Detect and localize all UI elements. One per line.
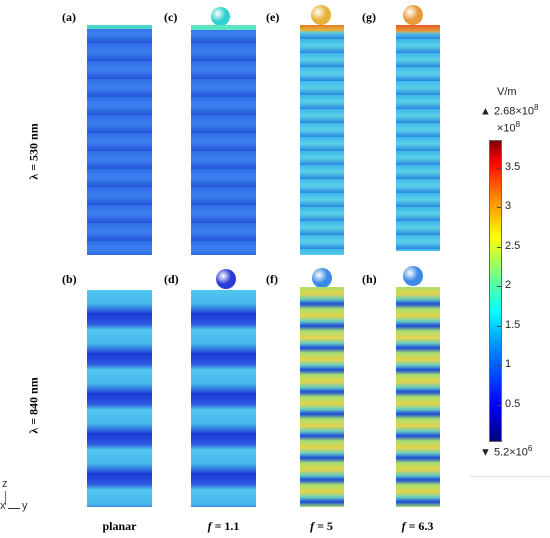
field-map-b bbox=[87, 290, 152, 507]
axis-y-label: y bbox=[22, 500, 28, 512]
field-map-d bbox=[191, 290, 256, 507]
colorbar-tick-label: 2.5 bbox=[505, 239, 521, 252]
colorbar-tick-mark bbox=[497, 325, 501, 327]
col-label-planar: planar bbox=[102, 519, 137, 533]
colorbar-tick-label: 1.5 bbox=[505, 318, 521, 331]
colorbar-max: ▲ 2.68×108 bbox=[480, 103, 539, 118]
colorbar-tick-label: 0.5 bbox=[505, 397, 521, 410]
panel-label-e: (e) bbox=[266, 10, 280, 24]
panel-label-b: (b) bbox=[62, 272, 77, 286]
field-map-g bbox=[396, 25, 440, 251]
panel-label-a: (a) bbox=[62, 10, 76, 24]
field-map-h bbox=[396, 287, 440, 507]
axes-triad: z x y bbox=[0, 478, 40, 518]
panel-label-c: (c) bbox=[164, 10, 178, 24]
colorbar-scale: ×108 bbox=[497, 120, 521, 135]
panel-label-h: (h) bbox=[362, 272, 377, 286]
col-label-f-5: f = 5 bbox=[310, 519, 333, 533]
colorbar-tick-mark bbox=[497, 167, 501, 169]
row-label-530: λ = 530 nm bbox=[26, 123, 41, 180]
colorbar-tick-label: 1 bbox=[505, 358, 512, 371]
panel-label-f: (f) bbox=[266, 272, 278, 286]
axis-x-label: x bbox=[0, 500, 6, 512]
field-map-e bbox=[300, 25, 344, 255]
col-label-f-6-3: f = 6.3 bbox=[401, 519, 434, 533]
axis-z-label: z bbox=[2, 478, 8, 490]
colorbar bbox=[489, 140, 502, 442]
sphere-f bbox=[312, 268, 332, 288]
sphere-c bbox=[211, 7, 230, 26]
sphere-e bbox=[311, 5, 331, 25]
colorbar-tick-mark bbox=[497, 246, 501, 248]
colorbar-tick-mark bbox=[497, 207, 501, 209]
panel-label-d: (d) bbox=[164, 272, 179, 286]
colorbar-tick-label: 3 bbox=[505, 200, 512, 213]
colorbar-divider bbox=[470, 476, 550, 477]
colorbar-min: ▼ 5.2×106 bbox=[480, 444, 533, 459]
sphere-h bbox=[403, 266, 423, 286]
field-map-a bbox=[87, 25, 152, 255]
axis-z-arrow bbox=[5, 491, 6, 505]
colorbar-unit: V/m bbox=[497, 86, 517, 98]
field-map-c bbox=[191, 25, 256, 255]
sphere-g bbox=[403, 5, 423, 25]
colorbar-tick-mark bbox=[497, 365, 501, 367]
axis-y-arrow bbox=[8, 508, 20, 509]
colorbar-tick-label: 2 bbox=[505, 279, 512, 292]
colorbar-tick-mark bbox=[497, 404, 501, 406]
sphere-d bbox=[216, 269, 236, 289]
colorbar-tick-mark bbox=[497, 286, 501, 288]
field-map-f bbox=[300, 287, 344, 507]
panel-label-g: (g) bbox=[362, 10, 376, 24]
colorbar-tick-label: 3.5 bbox=[505, 160, 521, 173]
col-label-f-1-1: f = 1.1 bbox=[207, 519, 240, 533]
row-label-840: λ = 840 nm bbox=[26, 377, 41, 434]
